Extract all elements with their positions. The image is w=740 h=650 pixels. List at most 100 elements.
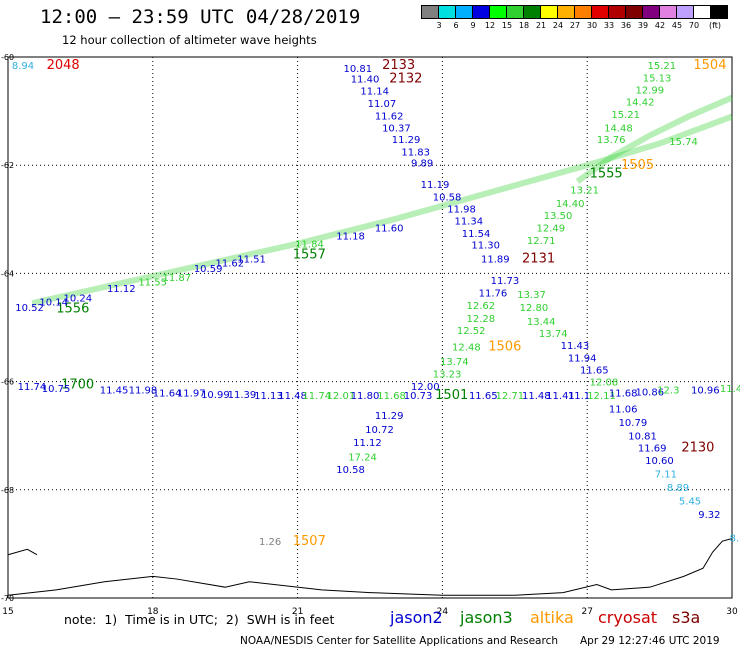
lat-tick-label: -62 <box>1 161 14 170</box>
lat-tick-label: -60 <box>1 53 14 62</box>
scale-label: 45 <box>671 21 683 30</box>
map-frame <box>7 56 733 599</box>
wave-height-label: 7.11 <box>655 470 677 481</box>
wave-height-label: 17.24 <box>348 452 377 463</box>
wave-height-label: 15.13 <box>643 74 672 85</box>
wave-height-label: 12.71 <box>527 236 556 247</box>
wave-height-label: 11.12 <box>107 284 136 295</box>
wave-height-label: 11.34 <box>454 216 483 227</box>
wave-height-label: 12.28 <box>467 314 496 325</box>
legend-jason2: jason2 <box>390 608 443 627</box>
wave-height-label: 11.19 <box>421 180 450 191</box>
pass-time-label: 1700 <box>61 377 94 392</box>
wave-height-label: 10.37 <box>382 123 411 134</box>
lon-tick-label: 30 <box>726 607 738 617</box>
wave-height-label: 13.76 <box>597 135 626 146</box>
wave-height-label: 11.80 <box>351 391 380 402</box>
wave-height-label: 14.42 <box>626 97 655 108</box>
lat-tick-label: -64 <box>1 269 14 278</box>
wave-height-label: 11.41 <box>546 391 575 402</box>
wave-height-label: 11.62 <box>216 259 245 270</box>
wave-height-label: 10.72 <box>365 425 394 436</box>
scale-cell <box>710 5 728 19</box>
pass-time-label: 2133 <box>382 58 415 73</box>
wave-height-label: 11.68 <box>377 391 406 402</box>
satellite-track <box>31 113 734 307</box>
page-subtitle: 12 hour collection of altimeter wave hei… <box>62 33 317 47</box>
wave-height-label: 11.68 <box>609 388 638 399</box>
color-scale <box>421 5 728 19</box>
pass-time-label: 2130 <box>681 441 714 456</box>
lat-tick-label: -70 <box>1 594 14 603</box>
wave-height-label: 10.96 <box>691 386 720 397</box>
wave-height-label: 10.58 <box>433 193 462 204</box>
scale-label: 3 <box>436 21 442 30</box>
wave-height-label: 11.65 <box>580 366 609 377</box>
wave-height-label: 11.18 <box>336 232 365 243</box>
scale-label: 15 <box>501 21 513 30</box>
wave-height-label: 15.21 <box>648 61 677 72</box>
scale-label: 42 <box>654 21 666 30</box>
pass-time-label: 1504 <box>693 58 726 73</box>
wave-height-label: 14.48 <box>604 123 633 134</box>
wave-height-label: 11.69 <box>638 444 667 455</box>
pass-time-label: 1506 <box>488 339 521 354</box>
coastline <box>7 538 733 596</box>
wave-height-label: 10.58 <box>336 465 365 476</box>
wave-height-label: 11.07 <box>368 99 397 110</box>
wave-height-label: 8.94 <box>12 61 34 72</box>
pass-time-label: 1557 <box>293 247 326 262</box>
satellite-track <box>575 94 734 184</box>
wave-height-label: 12.99 <box>635 85 664 96</box>
pass-time-label: 1501 <box>435 388 468 403</box>
wave-height-label: 1.26 <box>259 537 281 548</box>
scale-label: (ft) <box>708 21 722 30</box>
wave-height-label: 9.32 <box>698 510 720 521</box>
wave-height-label: 11.98 <box>129 386 158 397</box>
legend-cryosat: cryosat <box>598 608 658 627</box>
wave-height-label: 11.62 <box>375 111 404 122</box>
wave-height-label: 11.40 <box>351 75 380 86</box>
wave-height-label: 11.76 <box>479 288 508 299</box>
wave-height-label: 10.59 <box>194 264 223 275</box>
wave-height-label: 11.29 <box>375 411 404 422</box>
wave-height-label: 11.74 <box>18 382 47 393</box>
wave-height-label: 11.51 <box>237 254 266 265</box>
wave-height-label: 10.75 <box>42 384 71 395</box>
wave-height-label: 11.12 <box>353 438 382 449</box>
wave-height-label: 11.89 <box>481 254 510 265</box>
legend-jason3: jason3 <box>460 608 513 627</box>
wave-height-label: 11.30 <box>471 241 500 252</box>
wave-height-label: 11.98 <box>447 204 476 215</box>
wave-height-label: 11.29 <box>392 135 421 146</box>
wave-height-label: 10.99 <box>201 390 230 401</box>
wave-height-label: 11.43 <box>561 341 590 352</box>
wave-height-label: 10.14 <box>39 298 68 309</box>
wave-height-label: 12.52 <box>457 326 486 337</box>
wave-height-label: 10.81 <box>343 64 372 75</box>
scale-label: 9 <box>470 21 476 30</box>
pass-time-label: 1555 <box>590 166 623 181</box>
wave-height-label: 11.83 <box>401 148 430 159</box>
scale-label: 36 <box>620 21 632 30</box>
pass-time-label: 1556 <box>56 302 89 317</box>
lat-tick-label: -66 <box>1 378 14 387</box>
pass-time-label: 2132 <box>389 72 422 87</box>
wave-height-label: 11.06 <box>609 405 638 416</box>
lon-tick-label: 24 <box>437 607 449 617</box>
wave-height-label: 8. <box>730 533 740 544</box>
wave-height-label: 11.54 <box>462 229 491 240</box>
timestamp: Apr 29 12:27:46 UTC 2019 <box>580 635 720 647</box>
wave-height-label: 12.71 <box>495 391 524 402</box>
wave-height-label: 14.40 <box>556 199 585 210</box>
wave-height-label: 12.01 <box>327 391 356 402</box>
wave-height-label: 11.39 <box>228 390 257 401</box>
wave-height-label: 10.86 <box>635 387 664 398</box>
wave-height-label: 12.62 <box>467 301 496 312</box>
pass-time-label: 1505 <box>621 158 654 173</box>
wave-height-label: 11.73 <box>491 276 520 287</box>
wave-height-label: 11.94 <box>568 353 597 364</box>
wave-height-label: 5.45 <box>679 497 701 508</box>
wave-height-label: 10.52 <box>15 303 44 314</box>
wave-height-label: 11.48 <box>522 391 551 402</box>
